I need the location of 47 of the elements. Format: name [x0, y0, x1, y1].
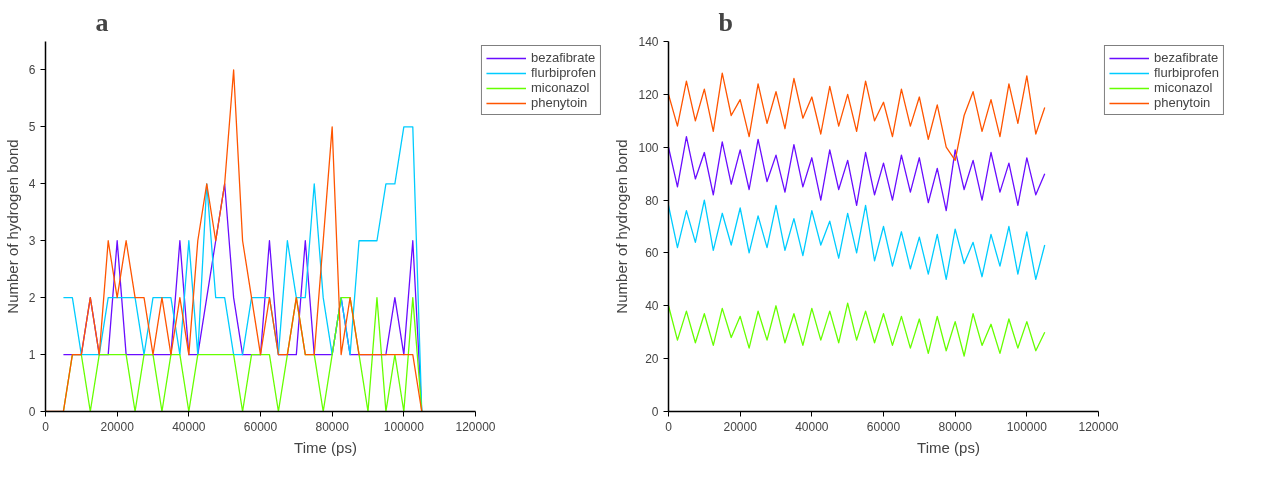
legend-label: phenytoin: [1153, 95, 1211, 110]
y-axis-title: Number of hydrogen bond: [613, 139, 631, 314]
y-tick-label: 2: [28, 291, 36, 306]
legend-label: bezafibrate: [1153, 50, 1219, 65]
x-tick-label: 40000: [172, 419, 206, 434]
chart-title: a: [95, 7, 109, 37]
y-tick-label: 4: [28, 177, 36, 192]
x-tick-label: 20000: [100, 419, 135, 434]
legend-label: bezafibrate: [530, 50, 596, 65]
x-tick-label: 60000: [866, 419, 901, 434]
line-series: [668, 135, 1046, 212]
y-tick-label: 120: [638, 87, 659, 102]
legend-label: miconazol: [530, 80, 590, 95]
y-tick-label: 1: [28, 348, 36, 363]
legend-label: flurbiprofen: [1153, 65, 1219, 80]
x-tick-label: 40000: [795, 419, 829, 434]
x-tick-label: 100000: [383, 419, 425, 434]
y-tick-label: 0: [28, 405, 36, 419]
legend-label: flurbiprofen: [530, 65, 596, 80]
x-axis-title: Time (ps): [294, 438, 357, 456]
y-tick-label: 6: [28, 63, 36, 78]
line-series: [668, 72, 1046, 162]
y-axis-title: Number of hydrogen bond: [3, 139, 21, 314]
y-tick-label: 80: [645, 193, 659, 208]
x-axis-title: Time (ps): [917, 438, 980, 456]
x-tick-label: 80000: [938, 419, 973, 434]
line-series: [668, 199, 1046, 281]
line-series: [668, 302, 1046, 357]
chart-title: b: [718, 7, 733, 37]
y-tick-label: 5: [28, 120, 36, 135]
x-tick-label: 120000: [1078, 419, 1119, 434]
x-tick-label: 0: [42, 419, 50, 434]
y-tick-label: 140: [638, 35, 659, 49]
x-tick-label: 80000: [315, 419, 350, 434]
x-tick-label: 20000: [723, 419, 758, 434]
x-tick-label: 0: [665, 419, 673, 434]
y-tick-label: 100: [638, 140, 659, 155]
y-tick-label: 20: [645, 352, 659, 367]
x-tick-label: 100000: [1006, 419, 1048, 434]
legend-label: miconazol: [1153, 80, 1213, 95]
legend-label: phenytoin: [530, 95, 588, 110]
y-tick-label: 3: [28, 234, 36, 249]
x-tick-label: 60000: [243, 419, 278, 434]
y-tick-label: 0: [651, 405, 659, 419]
x-tick-label: 120000: [455, 419, 496, 434]
y-tick-label: 40: [645, 299, 659, 314]
y-tick-label: 60: [645, 246, 659, 261]
